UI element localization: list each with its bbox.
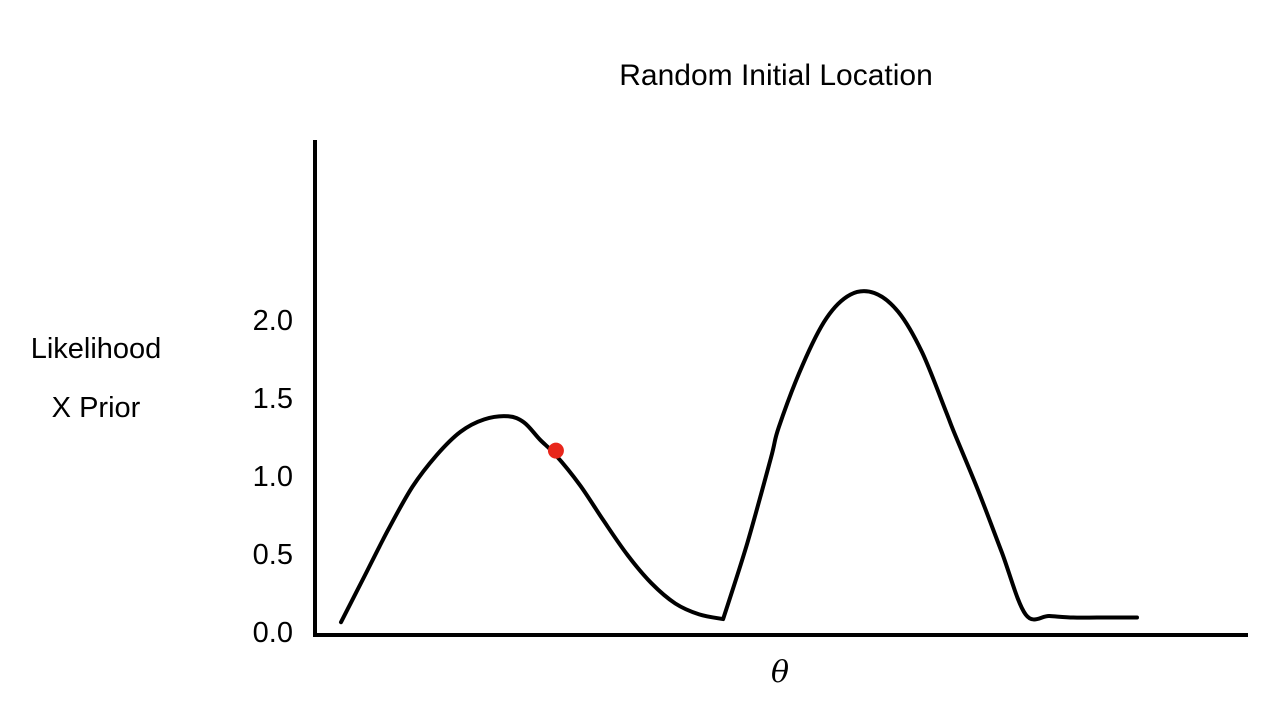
y-tick-labels: 0.0 0.5 1.0 1.5 2.0: [253, 305, 293, 649]
y-tick-label: 2.0: [253, 305, 293, 337]
chart-title: Random Initial Location: [619, 59, 933, 92]
highlight-point: [547, 442, 564, 459]
y-axis-label-line-2: X Prior: [52, 392, 141, 424]
y-axis-label-line-1: Likelihood: [31, 333, 162, 365]
y-tick-label: 1.0: [253, 461, 293, 493]
y-tick-label: 0.5: [253, 539, 293, 571]
x-axis-label: θ: [771, 655, 789, 690]
y-tick-label: 1.5: [253, 383, 293, 415]
series-line: [339, 289, 1139, 625]
y-tick-label: 0.0: [253, 617, 293, 649]
